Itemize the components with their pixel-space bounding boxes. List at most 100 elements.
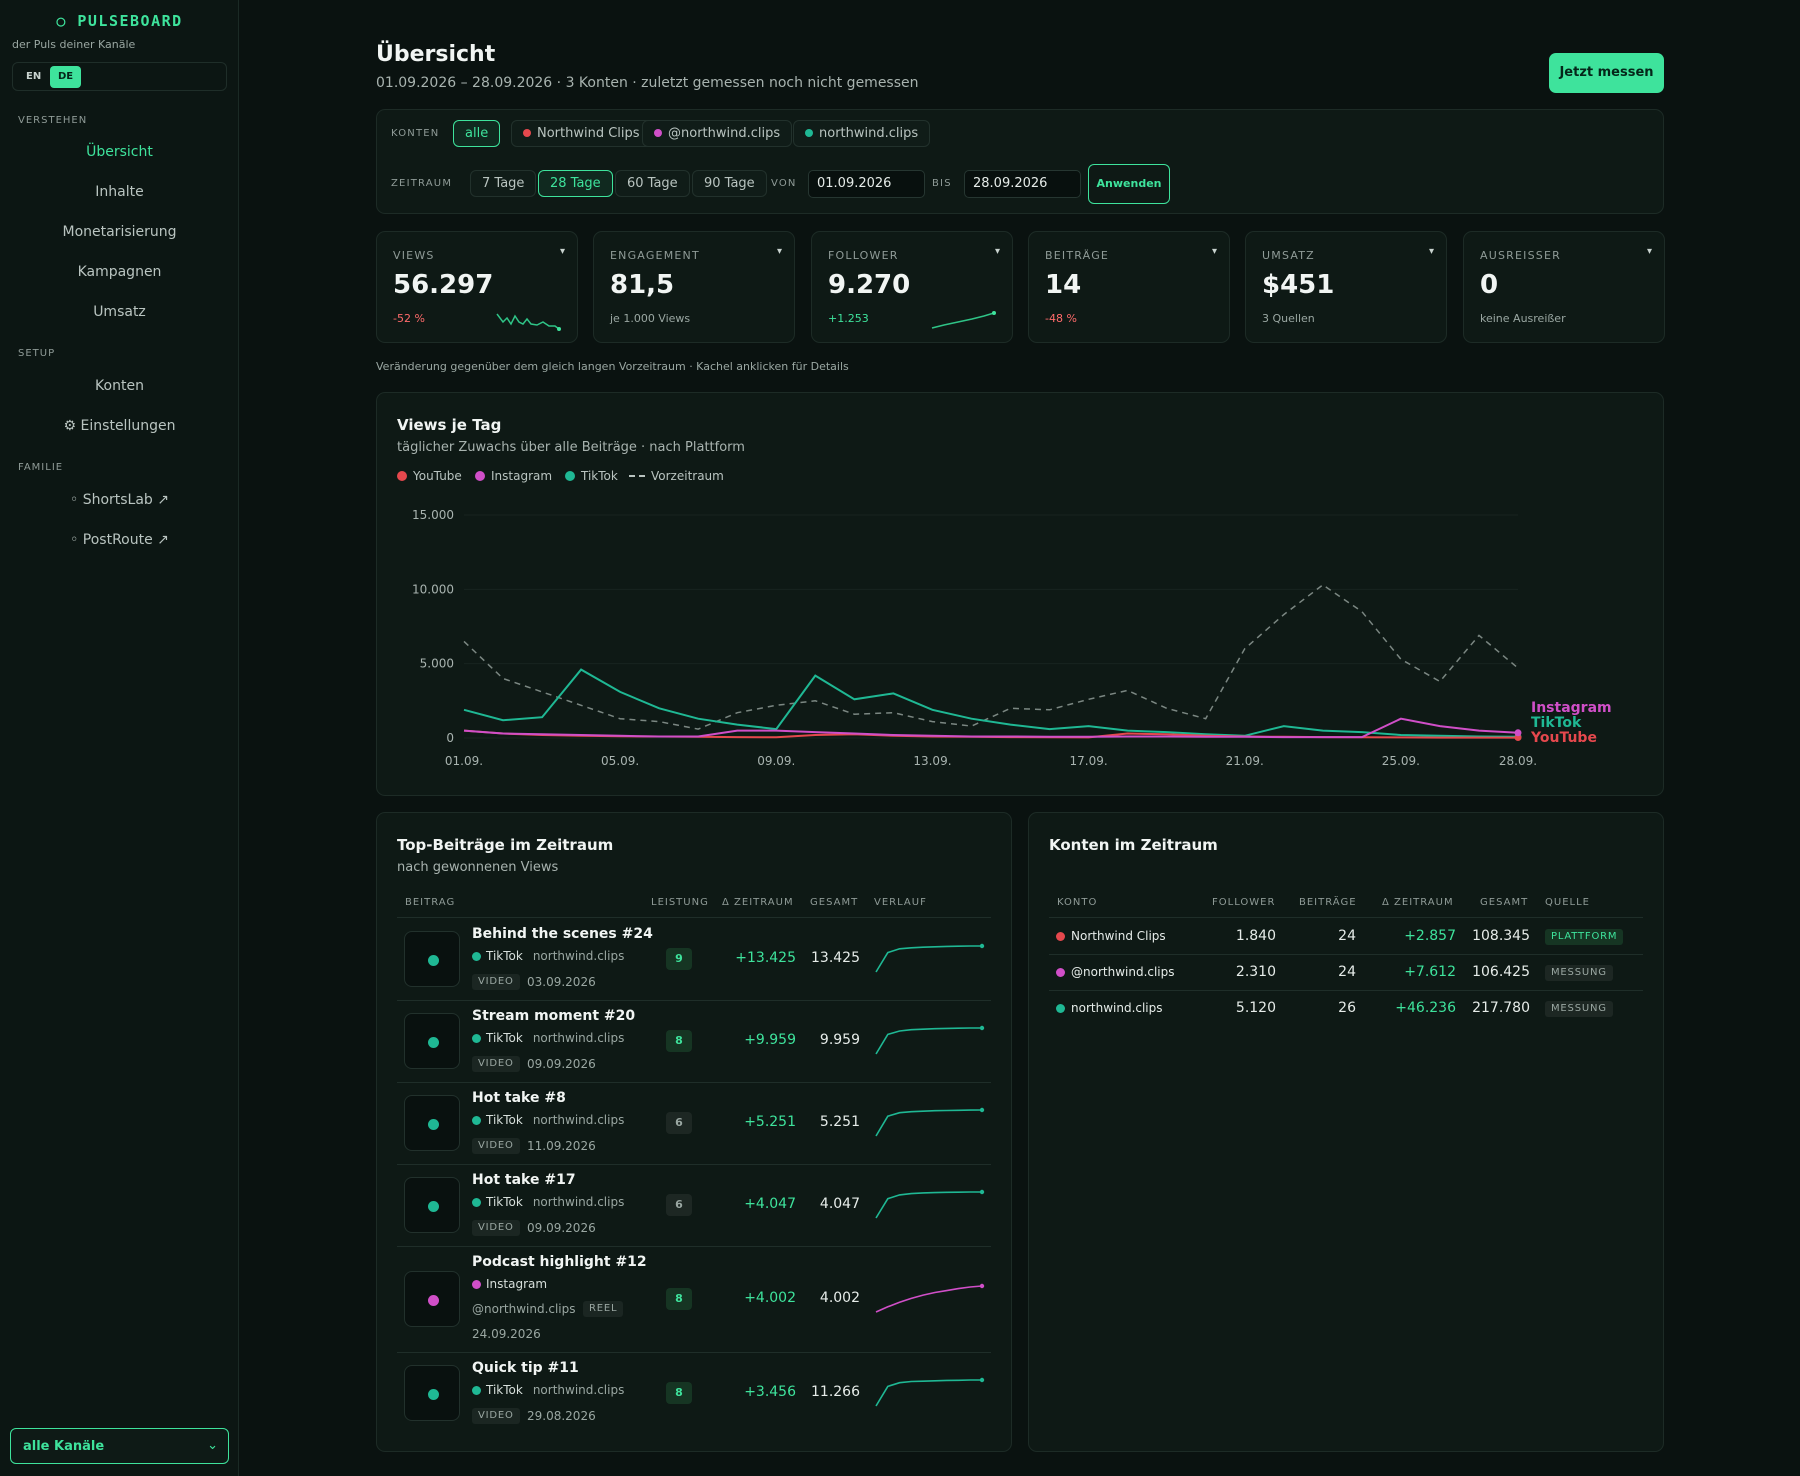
account-filter-chip[interactable]: Northwind Clips <box>511 120 652 147</box>
account-filter-chip[interactable]: northwind.clips <box>793 120 931 147</box>
kpi-value: 0 <box>1480 270 1499 300</box>
apply-button[interactable]: Anwenden <box>1088 164 1170 204</box>
row-divider <box>397 1164 991 1165</box>
views-chart-subtitle: täglicher Zuwachs über alle Beiträge · n… <box>397 440 745 455</box>
range-filter-chip[interactable]: 60 Tage <box>615 170 690 197</box>
account-filter-chip[interactable]: alle <box>453 120 501 147</box>
nav-shortslab-link[interactable]: ◦ ShortsLab ↗ <box>69 492 170 508</box>
sparkline-end-dot <box>979 1025 985 1031</box>
post-trend-sparkline <box>875 1025 985 1055</box>
nav-postroute-link[interactable]: ◦ PostRoute ↗ <box>70 532 169 548</box>
kpi-tile[interactable]: UMSATZ ▾ $451 3 Quellen <box>1245 231 1447 343</box>
range-filter-chip[interactable]: 7 Tage <box>470 170 537 197</box>
youtube-dot-icon <box>397 471 407 481</box>
post-type-tag: VIDEO <box>472 1220 520 1236</box>
range-filter-chip[interactable]: 28 Tage <box>538 170 613 197</box>
post-account: northwind.clips <box>532 1383 625 1397</box>
post-thumbnail <box>404 1095 460 1151</box>
kpi-change: -48 % <box>1045 312 1077 325</box>
col-gesamt: GESAMT <box>810 897 859 908</box>
lang-en-button[interactable]: EN <box>26 71 42 82</box>
lang-de-button[interactable]: DE <box>50 66 82 88</box>
post-title[interactable]: Behind the scenes #24 <box>472 926 653 942</box>
account-name-label: @northwind.clips <box>1071 965 1175 979</box>
performance-score: 8 <box>666 1288 692 1310</box>
post-date: 03.09.2026 <box>527 975 596 989</box>
source-badge: MESSUNG <box>1545 965 1613 981</box>
range-filter-chip[interactable]: 90 Tage <box>692 170 767 197</box>
account-filter-label: Northwind Clips <box>537 126 640 141</box>
bis-label: BIS <box>932 178 952 189</box>
performance-score: 8 <box>666 1382 692 1404</box>
account-filter-chip[interactable]: @northwind.clips <box>642 120 793 147</box>
platform-dot-icon <box>428 1037 439 1048</box>
post-platform: TikTok northwind.clips <box>472 1113 624 1127</box>
kpi-value: 9.270 <box>828 270 911 300</box>
source-badge: PLATTFORM <box>1545 929 1624 945</box>
account-name: northwind.clips <box>1056 1001 1163 1015</box>
y-tick-label: 15.000 <box>412 508 454 522</box>
sparkline-end-dot <box>557 327 561 331</box>
sparkline-path <box>875 945 982 973</box>
kpi-tile[interactable]: FOLLOWER ▾ 9.270 +1.253 <box>811 231 1013 343</box>
nav-kampagnen[interactable]: Kampagnen <box>77 264 162 280</box>
post-date: 29.08.2026 <box>527 1409 596 1423</box>
measure-now-button[interactable]: Jetzt messen <box>1549 53 1664 93</box>
kpi-tile[interactable]: ENGAGEMENT ▾ 81,5 je 1.000 Views <box>593 231 795 343</box>
post-title[interactable]: Hot take #17 <box>472 1172 576 1188</box>
caret-down-icon: ▾ <box>559 246 565 257</box>
nav-umsatz[interactable]: Umsatz <box>93 304 146 320</box>
post-trend-sparkline <box>875 1377 985 1407</box>
page-subtitle: 01.09.2026 – 28.09.2026 · 3 Konten · zul… <box>376 75 919 91</box>
kpi-tile[interactable]: BEITRÄGE ▾ 14 -48 % <box>1028 231 1230 343</box>
performance-score: 6 <box>666 1112 692 1134</box>
post-title[interactable]: Hot take #8 <box>472 1090 566 1106</box>
post-title[interactable]: Quick tip #11 <box>472 1360 579 1376</box>
date-from-input[interactable]: 01.09.2026 <box>808 170 925 198</box>
post-date: 09.09.2026 <box>527 1221 596 1235</box>
channel-select[interactable]: alle Kanäle ⌄ <box>10 1428 229 1464</box>
nav-konten[interactable]: Konten <box>95 378 144 394</box>
sparkline-end-dot <box>992 311 996 315</box>
sparkline-path <box>931 312 995 329</box>
nav-einstellungen[interactable]: ⚙ Einstellungen <box>63 418 176 434</box>
top-posts-subtitle: nach gewonnenen Views <box>397 860 559 875</box>
views-line-chart: 0 5.000 10.000 15.000 01.09. 05.09. 09.09. 13.0… <box>412 508 1612 768</box>
row-divider <box>1049 990 1643 991</box>
row-divider <box>397 1352 991 1353</box>
post-date: 24.09.2026 <box>472 1327 541 1341</box>
kpi-tile[interactable]: VIEWS ▾ 56.297 -52 % <box>376 231 578 343</box>
kpi-change: -52 % <box>393 312 425 325</box>
col-quelle: QUELLE <box>1545 897 1590 908</box>
nav-inhalte[interactable]: Inhalte <box>95 184 144 200</box>
row-divider <box>397 1000 991 1001</box>
sparkline-end-dot <box>979 1189 985 1195</box>
post-title[interactable]: Stream moment #20 <box>472 1008 636 1024</box>
kpi-label: VIEWS <box>393 249 435 262</box>
post-title[interactable]: Podcast highlight #12 <box>472 1254 647 1270</box>
post-total-views: 5.251 <box>819 1114 860 1130</box>
platform-dot-icon <box>472 1116 481 1125</box>
nav-monetarisierung[interactable]: Monetarisierung <box>62 224 177 240</box>
sparkline-end-dot <box>979 1107 985 1113</box>
date-to-input[interactable]: 28.09.2026 <box>964 170 1081 198</box>
x-tick-label: 25.09. <box>1382 754 1420 768</box>
kpi-tile[interactable]: AUSREISSER ▾ 0 keine Ausreißer <box>1463 231 1665 343</box>
post-total-views: 4.002 <box>819 1290 860 1306</box>
end-label-instagram: Instagram <box>1531 700 1612 716</box>
platform-dot-icon <box>428 1201 439 1212</box>
x-tick-label: 17.09. <box>1070 754 1108 768</box>
account-filter-label: alle <box>465 126 489 141</box>
caret-down-icon: ▾ <box>994 246 1000 257</box>
nav-uebersicht[interactable]: Übersicht <box>86 144 153 160</box>
brand-tagline: der Puls deiner Kanäle <box>12 38 136 51</box>
caret-down-icon: ▾ <box>1646 246 1652 257</box>
kpi-change: je 1.000 Views <box>610 312 691 325</box>
account-color-dot-icon <box>1056 968 1065 977</box>
post-delta-views: +4.047 <box>744 1196 796 1212</box>
post-thumbnail <box>404 931 460 987</box>
post-platform: TikTok northwind.clips <box>472 949 624 963</box>
sidebar: ○ PULSEBOARD der Puls deiner Kanäle EN D… <box>0 0 239 1476</box>
account-follower: 2.310 <box>1235 964 1276 980</box>
y-tick-label: 10.000 <box>412 582 454 596</box>
